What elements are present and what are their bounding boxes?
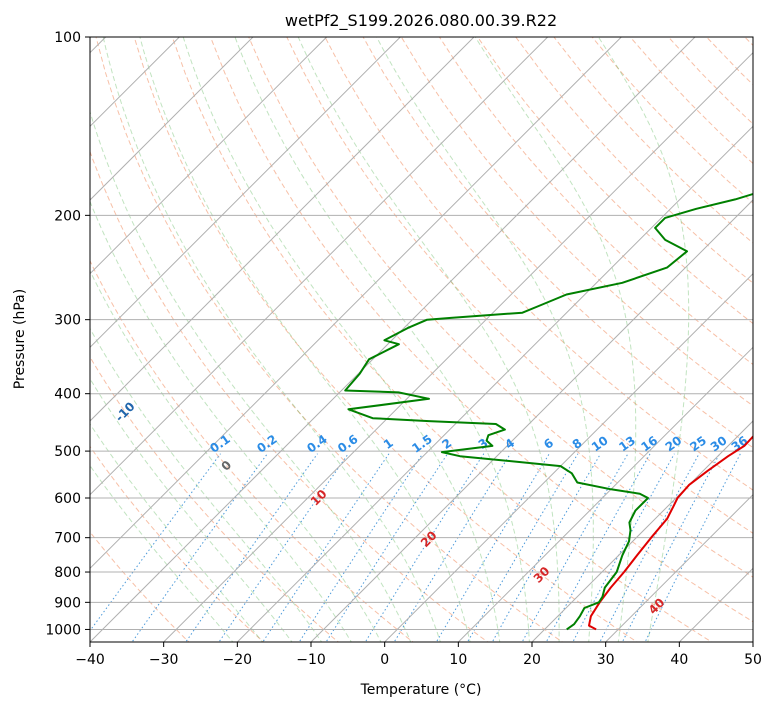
x-axis-ticks: −40 −30 −20 −10 0 10 20 30 40 50 (75, 642, 762, 668)
x-tick-label: 30 (597, 652, 615, 668)
chart-title: wetPf2_S199.2026.080.00.39.R22 (285, 11, 557, 31)
x-tick-label: 20 (523, 652, 541, 668)
y-tick-label: 500 (54, 444, 81, 460)
plot-background (90, 37, 753, 642)
y-tick-label: 100 (54, 30, 81, 46)
x-tick-label: 40 (670, 652, 688, 668)
x-tick-label: 0 (380, 652, 389, 668)
x-tick-label: −20 (223, 652, 253, 668)
y-tick-label: 900 (54, 595, 81, 611)
y-axis-ticks: 100 200 300 400 500 600 700 800 900 1000 (45, 30, 90, 638)
y-axis-label: Pressure (hPa) (12, 289, 28, 389)
x-tick-label: −40 (75, 652, 105, 668)
y-tick-label: 400 (54, 387, 81, 403)
x-tick-label: 50 (744, 652, 762, 668)
y-tick-label: 800 (54, 565, 81, 581)
y-tick-label: 200 (54, 208, 81, 224)
y-tick-label: 600 (54, 491, 81, 507)
isotherm (753, 37, 775, 642)
x-tick-label: −30 (149, 652, 179, 668)
y-tick-label: 1000 (45, 622, 81, 638)
x-tick-label: 10 (449, 652, 467, 668)
x-tick-label: −10 (296, 652, 326, 668)
x-axis-label: Temperature (°C) (360, 682, 482, 698)
y-tick-label: 300 (54, 313, 81, 329)
y-tick-label: 700 (54, 531, 81, 547)
